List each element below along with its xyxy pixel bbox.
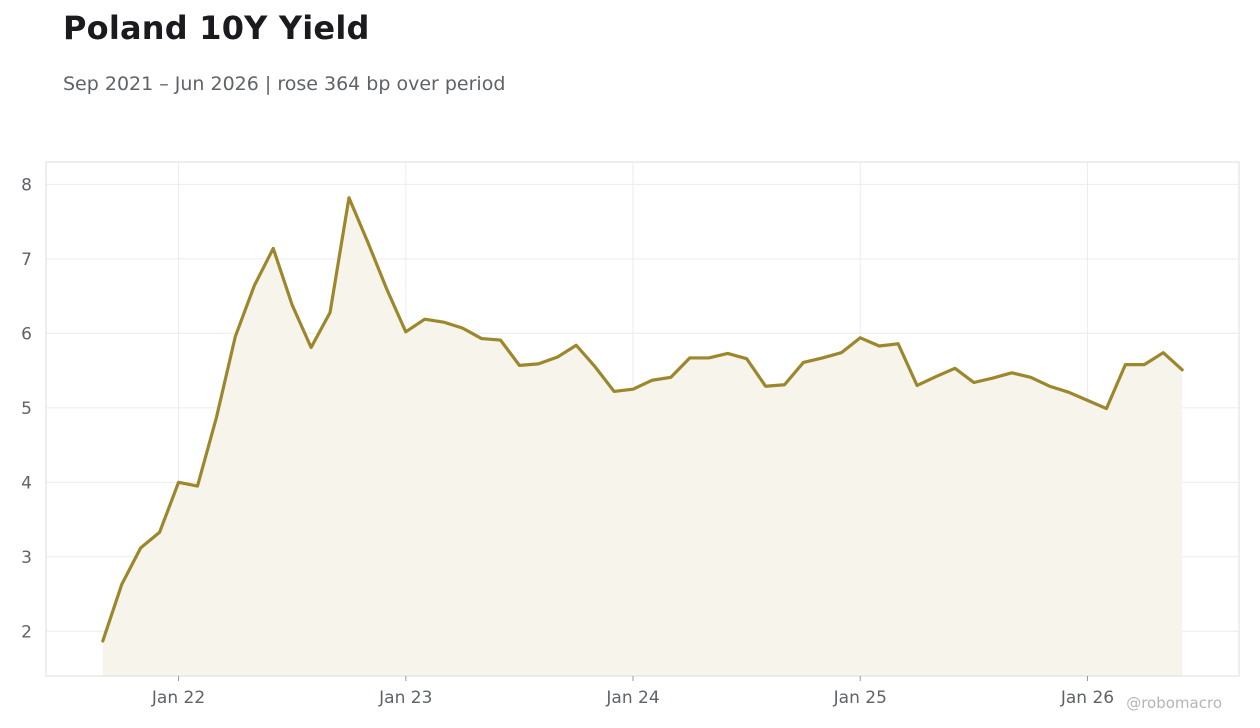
y-tick-label: 2 <box>21 622 32 642</box>
chart-subtitle: Sep 2021 – Jun 2026 | rose 364 bp over p… <box>63 73 506 95</box>
yield-series-line <box>101 196 1184 643</box>
chart-title: Poland 10Y Yield <box>63 9 370 47</box>
x-tick-label: Jan 24 <box>605 688 659 708</box>
x-tick-label: Jan 25 <box>833 688 887 708</box>
yield-area-fill <box>102 197 1183 676</box>
y-tick-label: 7 <box>21 250 32 270</box>
y-tick-label: 8 <box>21 175 32 195</box>
x-tick-label: Jan 23 <box>378 688 432 708</box>
y-axis: 2 3 4 5 6 7 8 <box>21 175 32 642</box>
y-tick-label: 3 <box>21 548 32 568</box>
y-tick-label: 6 <box>21 324 32 344</box>
x-axis: Jan 22 Jan 23 Jan 24 Jan 25 Jan 26 <box>151 676 1114 708</box>
y-tick-label: 5 <box>21 399 32 419</box>
watermark: @robomacro <box>1126 694 1222 712</box>
y-tick-label: 4 <box>21 473 32 493</box>
x-tick-label: Jan 26 <box>1060 688 1114 708</box>
x-tick-label: Jan 22 <box>151 688 205 708</box>
plot-frame <box>45 161 1240 677</box>
